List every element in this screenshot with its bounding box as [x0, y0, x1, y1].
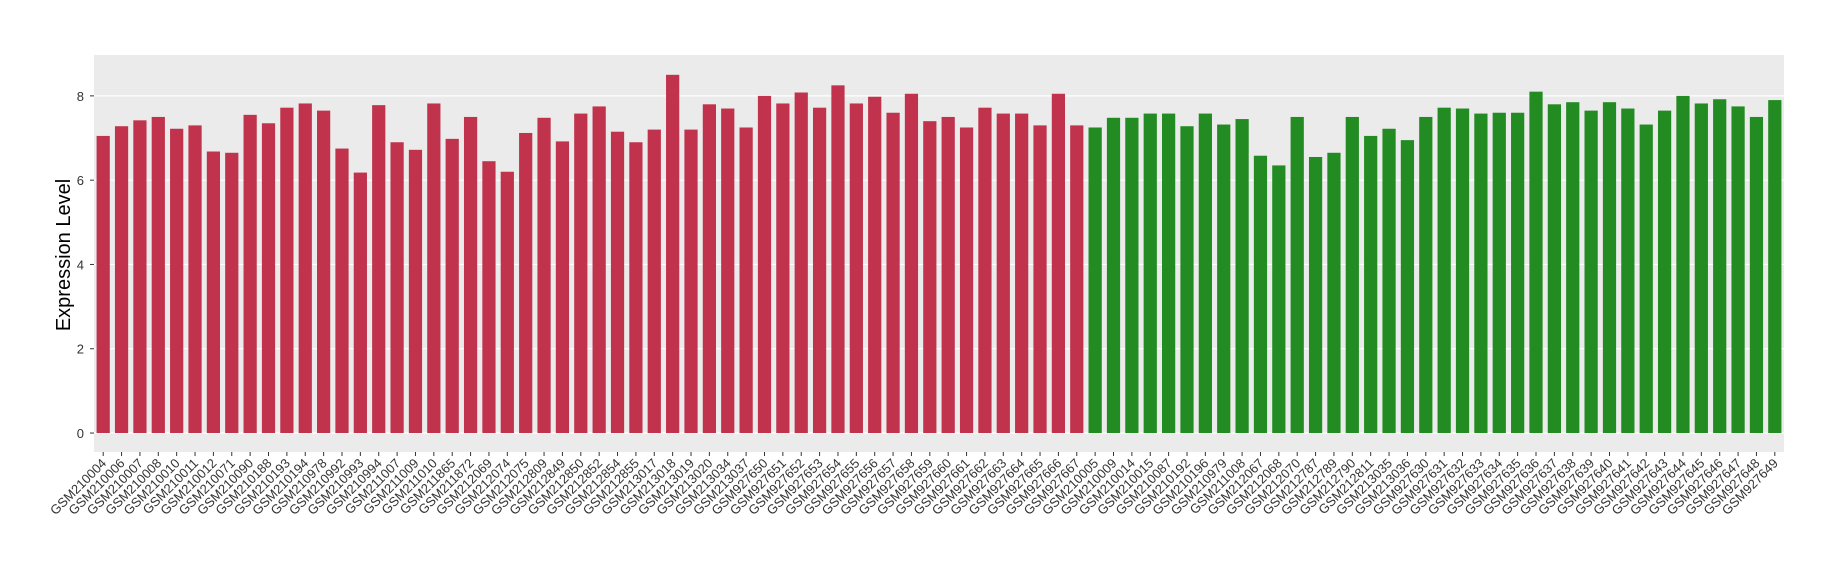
bar: [1106, 117, 1121, 434]
bar: [1070, 125, 1084, 434]
bar: [114, 126, 129, 434]
bar: [1033, 125, 1047, 434]
bar: [390, 142, 404, 434]
bar: [647, 129, 661, 434]
bar: [1749, 116, 1764, 434]
y-tick-label: 8: [77, 89, 84, 104]
bar: [739, 127, 753, 434]
bar: [1602, 102, 1617, 434]
bar: [1529, 91, 1543, 434]
bar: [1217, 124, 1231, 434]
bar: [1382, 128, 1396, 434]
bar: [574, 113, 588, 434]
bar: [372, 105, 386, 434]
bar: [1731, 106, 1745, 434]
bar: [629, 142, 643, 434]
bar: [353, 172, 367, 434]
bar: [1308, 156, 1323, 434]
bar: [427, 103, 441, 434]
bar: [886, 112, 900, 434]
bar: [1364, 135, 1378, 434]
bar: [1621, 108, 1635, 434]
bar: [941, 116, 955, 434]
bar: [1676, 95, 1690, 434]
bar: [133, 120, 147, 434]
bar: [1051, 93, 1066, 434]
bar: [96, 135, 110, 434]
bar: [317, 110, 331, 434]
bar: [1713, 99, 1727, 434]
bar: [1015, 113, 1029, 434]
bar: [555, 141, 570, 434]
bar: [1345, 116, 1359, 434]
bar: [1290, 116, 1304, 434]
bar: [831, 85, 845, 434]
bar: [684, 129, 698, 434]
bar: [1198, 113, 1212, 434]
bar: [721, 108, 735, 434]
bar: [537, 117, 551, 434]
bar: [776, 103, 790, 434]
bar: [592, 106, 606, 434]
bar: [335, 148, 349, 434]
bar: [1657, 110, 1672, 434]
bar: [1400, 140, 1415, 434]
bar: [1143, 113, 1157, 434]
bar: [298, 103, 312, 434]
bar: [959, 127, 974, 434]
bar: [1253, 155, 1268, 434]
bar: [243, 114, 257, 434]
bar: [794, 92, 808, 434]
bar: [1584, 110, 1598, 434]
bar: [519, 132, 533, 434]
y-axis-label: Expression Level: [53, 179, 75, 331]
bar: [170, 128, 184, 434]
bar: [1125, 117, 1139, 434]
bar: [206, 151, 221, 434]
bar: [702, 104, 716, 434]
bar: [280, 107, 294, 434]
y-tick-label: 0: [77, 426, 84, 441]
bar: [408, 149, 423, 434]
y-tick-label: 6: [77, 173, 84, 188]
bar: [978, 107, 992, 434]
bar: [482, 161, 496, 434]
bar: [151, 116, 165, 434]
bar: [1694, 103, 1708, 434]
bar: [904, 93, 919, 434]
bar: [923, 121, 937, 434]
bar: [812, 107, 827, 434]
bar: [225, 152, 239, 434]
bar: [1162, 113, 1176, 434]
bar: [188, 125, 202, 434]
bar: [996, 113, 1010, 434]
bar: [757, 95, 772, 434]
bar: [610, 131, 625, 434]
bar: [849, 103, 863, 434]
bar: [666, 74, 680, 434]
bar: [1088, 127, 1102, 434]
bar: [1639, 124, 1653, 434]
bar: [1474, 113, 1488, 434]
bar: [261, 123, 276, 434]
bar: [1180, 126, 1194, 434]
bar: [1272, 165, 1286, 434]
bar: [1419, 116, 1433, 434]
bar: [1547, 104, 1561, 434]
bar: [445, 138, 459, 434]
bar: [1437, 107, 1451, 434]
y-tick-label: 4: [77, 257, 84, 272]
bar: [1566, 102, 1580, 434]
bar: [463, 116, 478, 434]
bar: [1235, 119, 1249, 434]
y-tick-label: 2: [77, 342, 84, 357]
bar: [500, 171, 514, 434]
bar: [868, 96, 882, 434]
bar: [1511, 112, 1525, 434]
bar: [1455, 108, 1470, 434]
bar: [1327, 152, 1341, 434]
bar: [1492, 112, 1506, 434]
bar: [1768, 100, 1782, 434]
